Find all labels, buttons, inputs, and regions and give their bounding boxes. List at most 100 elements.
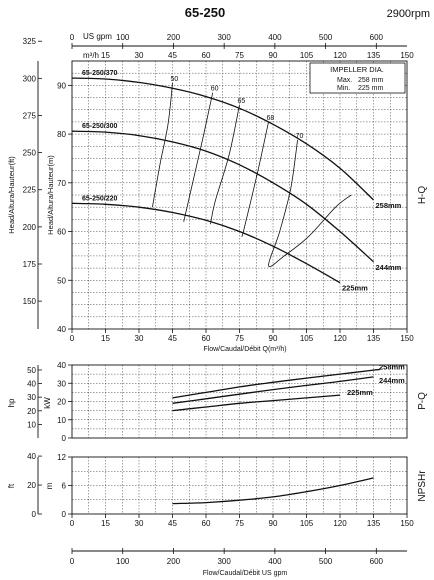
npsh-frame [71,456,408,515]
npsh-title: NPSHr [417,470,428,502]
npsh-flow-tick-label: 90 [269,519,278,528]
hp-tick-label: 10 [27,420,36,429]
pq-panel: 0 10 20 30 40 10 20 30 40 50 258mm 244mm 225mm hp k… [7,361,428,443]
efficiency-label-68: 68 [267,115,275,122]
head-curve-model-label: 65-250/220 [82,195,118,202]
efficiency-label-70: 70 [296,133,304,140]
power-curve-225mm [172,394,341,412]
top-usgpm-tick-label: 500 [319,33,333,42]
flow-tick-label: 75 [235,334,244,343]
flow-tick-label: 135 [367,334,381,343]
bottom-usgpm-tick-label: 600 [370,557,384,566]
efficiency-line-50 [152,82,173,208]
hq-panel: 40 50 60 70 80 90 0 15 30 45 60 75 90 105 120 135 150 150… [7,37,428,353]
bottom-usgpm-tick-label: 100 [116,557,130,566]
bottom-usgpm-tick-label: 500 [319,557,333,566]
npsh-flow-tick-label: 150 [400,519,414,528]
npsh-flow-tick-label: 135 [367,519,381,528]
bottom-usgpm-tick-label: 0 [70,557,75,566]
npsh-flow-tick-label: 75 [235,519,244,528]
head-ft-tick-label: 250 [23,149,37,158]
hp-tick-label: 20 [27,407,36,416]
head-ft-tick-label: 225 [23,186,37,195]
flow-tick-label: 0 [70,334,75,343]
legend-title: IMPELLER DIA. [330,65,384,74]
bottom-usgpm-tick-label: 300 [217,557,231,566]
usgpm-unit-label: US gpm [83,32,112,41]
npsh-m-tick-label: 6 [62,482,67,491]
top-usgpm-tick-label: 400 [268,33,282,42]
head-ft-tick-label: 275 [23,111,37,120]
top-m3h-tick-label: 105 [300,51,314,60]
top-flow-axis: US gpm m³/h 0 100 200 300 400 500 600 15 30 45 60 7… [70,32,414,60]
top-m3h-tick-label: 60 [202,51,211,60]
head-ft-tick-label: 325 [23,37,37,46]
flow-tick-label: 90 [269,334,278,343]
npsh-m-tick-label: 0 [62,510,67,519]
top-m3h-tick-label: 75 [235,51,244,60]
efficiency-line-60 [183,92,214,222]
kw-tick-label: 30 [57,379,66,388]
head-ft-tick-label: 200 [23,223,37,232]
legend-min-label: Min. [337,85,350,92]
top-usgpm-tick-label: 100 [116,33,130,42]
hp-tick-label: 30 [27,393,36,402]
head-m-tick-label: 80 [57,130,66,139]
head-m-axis-label: Head/Altura/Hauteur(m) [46,155,55,235]
hp-axis-label: hp [7,398,16,407]
top-m3h-tick-label: 15 [101,51,110,60]
flow-tick-label: 105 [300,334,314,343]
head-m-tick-label: 90 [57,81,66,90]
top-m3h-tick-label: 150 [400,51,414,60]
head-ft-tick-label: 150 [23,297,37,306]
speed-label: 2900rpm [387,8,430,20]
flow-tick-label: 15 [101,334,110,343]
top-usgpm-tick-label: 0 [70,33,75,42]
head-curve-258mm [71,77,374,201]
ft-axis-label: ft [7,483,16,488]
top-m3h-tick-label: 135 [367,51,381,60]
bottom-usgpm-tick-label: 400 [268,557,282,566]
head-m-tick-label: 50 [57,276,66,285]
efficiency-line-70 [268,139,352,268]
legend-min-value: 225 mm [358,85,383,92]
pq-title: P-Q [417,392,428,410]
kw-tick-label: 40 [57,361,66,370]
npsh-ft-tick-label: 20 [27,481,36,490]
efficiency-label-50: 50 [171,76,179,83]
head-curve-225mm [71,202,341,284]
efficiency-line-68 [241,121,269,237]
flow-tick-label: 120 [333,334,347,343]
npsh-ft-tick-label: 40 [27,452,36,461]
flow-tick-label: 150 [400,334,414,343]
head-ft-tick-label: 175 [23,260,37,269]
head-curve-model-label: 65-250/370 [82,70,118,77]
flow-axis-label: Flow/Caudal/Débit Q(m³/h) [203,346,286,353]
bottom-flow-axis: Flow/Caudal/Débit US gpm 0 100 200 300 400 50… [70,548,407,577]
flow-tick-label: 30 [135,334,144,343]
flow-tick-label: 60 [202,334,211,343]
power-curve-label: 258mm [379,362,405,371]
head-ft-axis-label: Head/Altura/Hauteur(ft) [7,156,16,234]
kw-tick-label: 0 [62,434,67,443]
head-m-tick-label: 60 [57,228,66,237]
npsh-flow-tick-label: 120 [333,519,347,528]
top-usgpm-tick-label: 200 [167,33,181,42]
npsh-m-tick-label: 12 [57,453,66,462]
efficiency-line-65 [210,104,240,225]
efficiency-label-65: 65 [238,98,246,105]
hp-tick-label: 50 [27,366,36,375]
top-usgpm-tick-label: 300 [217,33,231,42]
head-m-tick-label: 70 [57,179,66,188]
npsh-flow-tick-label: 30 [135,519,144,528]
head-ft-tick-label: 300 [23,74,37,83]
power-curve-label: 225mm [347,388,373,397]
head-curve-diameter-label: 258mm [376,201,402,210]
bottom-usgpm-tick-label: 200 [167,557,181,566]
kw-tick-label: 20 [57,398,66,407]
npsh-flow-tick-label: 0 [70,519,75,528]
power-curve-label: 244mm [379,376,405,385]
npsh-flow-tick-label: 105 [300,519,314,528]
